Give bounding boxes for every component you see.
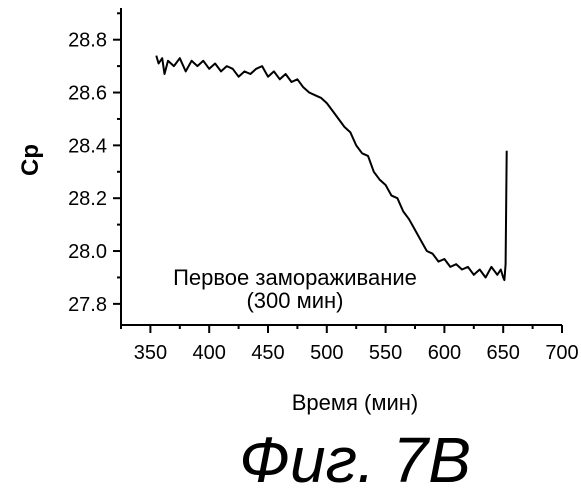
- y-tick-label: 28.2: [68, 188, 107, 210]
- y-tick-label: 28.0: [68, 241, 107, 263]
- plot-area: [155, 55, 508, 282]
- y-axis-label: Cp: [17, 144, 44, 176]
- y-tick-label: 28.6: [68, 83, 107, 105]
- x-tick-label: 550: [369, 342, 402, 364]
- x-tick-label: 500: [310, 342, 343, 364]
- x-axis-ticks: 350 400 450 500 550 600 650 700: [120, 325, 579, 364]
- annotation-line-2: (300 мин): [246, 288, 343, 313]
- y-axis-ticks: 27.8 28.0 28.2 28.4 28.6 28.8: [68, 12, 121, 316]
- x-tick-label: 450: [251, 342, 284, 364]
- x-tick-label: 400: [193, 342, 226, 364]
- x-tick-label: 700: [545, 342, 578, 364]
- series-line: [155, 55, 508, 282]
- annotation-line-1: Первое замораживание: [173, 265, 417, 290]
- x-tick-label: 600: [428, 342, 461, 364]
- figure-caption: Фиг. 7B: [239, 424, 471, 496]
- x-tick-label: 650: [487, 342, 520, 364]
- y-tick-label: 28.8: [68, 30, 107, 52]
- x-axis-label: Время (мин): [292, 390, 419, 415]
- y-tick-label: 28.4: [68, 135, 107, 157]
- x-tick-label: 350: [134, 342, 167, 364]
- y-tick-label: 27.8: [68, 294, 107, 316]
